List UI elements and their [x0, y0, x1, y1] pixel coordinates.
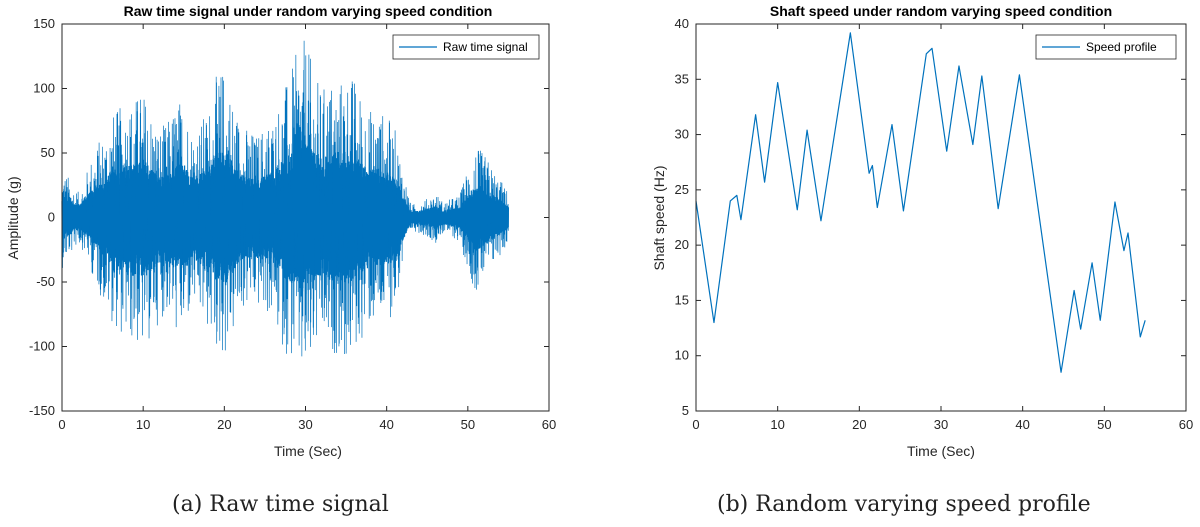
chart-b-legend-label: Speed profile — [1086, 40, 1157, 54]
chart-a-xtick-label: 30 — [298, 417, 312, 432]
chart-b-ylabel: Shaft speed (Hz) — [651, 165, 667, 270]
chart-b-ytick-label: 5 — [682, 403, 689, 418]
chart-b-ytick-label: 35 — [675, 71, 689, 86]
chart-a-ytick-label: -150 — [29, 403, 55, 418]
chart-a-title: Raw time signal under random varying spe… — [124, 3, 493, 19]
chart-a-xlabel: Time (Sec) — [274, 443, 342, 459]
chart-a-xtick-label: 40 — [379, 417, 393, 432]
chart-b-ytick-label: 40 — [675, 16, 689, 31]
chart-b-xtick-label: 0 — [692, 417, 699, 432]
chart-a-legend: Raw time signal — [392, 34, 540, 60]
chart-b-ytick-label: 30 — [675, 127, 689, 142]
chart-b-ytick-label: 10 — [675, 348, 689, 363]
chart-b-ytick-label: 25 — [675, 182, 689, 197]
chart-b-xtick-label: 40 — [1015, 417, 1029, 432]
chart-a-axes-box — [61, 23, 550, 412]
chart-b-xlabel: Time (Sec) — [907, 443, 975, 459]
chart-a-xtick-label: 0 — [58, 417, 65, 432]
chart-a-ytick-label: 0 — [48, 210, 55, 225]
chart-speed-profile: Shaft speed under random varying speed c… — [651, 3, 1193, 459]
chart-a-legend-label: Raw time signal — [443, 40, 528, 54]
chart-b-speed-line — [695, 32, 1146, 373]
chart-b-title: Shaft speed under random varying speed c… — [770, 3, 1112, 19]
chart-b-ytick-label: 20 — [675, 237, 689, 252]
chart-a-ytick-label: 100 — [33, 81, 55, 96]
chart-a-xtick-label: 20 — [217, 417, 231, 432]
chart-a-xtick-label: 60 — [542, 417, 556, 432]
chart-a-ytick-label: -50 — [36, 274, 55, 289]
chart-b-xtick-label: 10 — [770, 417, 784, 432]
chart-b-xtick-label: 30 — [934, 417, 948, 432]
caption-a: (a) Raw time signal — [172, 492, 389, 517]
chart-b-legend: Speed profile — [1035, 34, 1177, 60]
chart-a-ytick-label: -100 — [29, 339, 55, 354]
chart-b-xtick-label: 60 — [1179, 417, 1193, 432]
chart-b-xtick-label: 20 — [852, 417, 866, 432]
chart-b-xtick-label: 50 — [1097, 417, 1111, 432]
chart-raw-signal: Raw time signal under random varying spe… — [5, 3, 556, 459]
chart-a-xtick-label: 10 — [136, 417, 150, 432]
caption-b: (b) Random varying speed profile — [717, 492, 1091, 517]
chart-a-ylabel: Amplitude (g) — [5, 176, 21, 259]
chart-a-ytick-label: 150 — [33, 16, 55, 31]
chart-b-ytick-label: 15 — [675, 292, 689, 307]
figure-canvas: Raw time signal under random varying spe… — [5, 3, 1193, 459]
chart-a-ytick-label: 50 — [41, 145, 55, 160]
chart-a-signal-line — [61, 40, 509, 357]
chart-b-axes-box — [695, 23, 1187, 412]
chart-a-xtick-label: 50 — [461, 417, 475, 432]
